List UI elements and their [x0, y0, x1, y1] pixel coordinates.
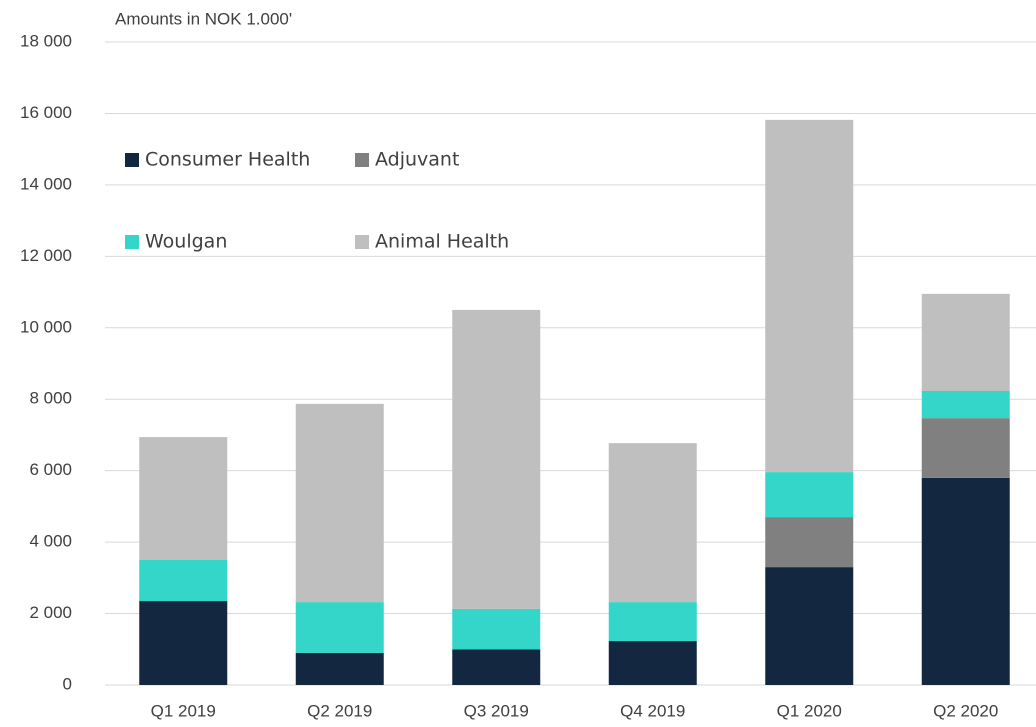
bar-segment — [608, 602, 697, 642]
x-tick-label: Q1 2019 — [151, 701, 216, 720]
x-tick-label: Q1 2020 — [777, 701, 842, 720]
bar-segment — [765, 567, 854, 685]
y-tick-label: 4 000 — [29, 532, 72, 551]
x-tick-label: Q4 2019 — [620, 701, 685, 720]
y-tick-label: 2 000 — [29, 603, 72, 622]
legend: Consumer Health Adjuvant Woulgan Animal Hea… — [125, 149, 509, 253]
bar-segment — [921, 293, 1010, 392]
legend-label: Woulgan — [145, 231, 227, 253]
legend-label: Animal Health — [375, 231, 509, 253]
bar-segment — [452, 608, 541, 650]
legend-swatch — [125, 235, 139, 249]
x-tick-label: Q3 2019 — [464, 701, 529, 720]
y-tick-label: 0 — [63, 674, 72, 693]
y-tick-label: 18 000 — [20, 31, 72, 50]
bar-segment — [921, 477, 1010, 685]
bar-segment — [452, 649, 541, 685]
legend-swatch — [355, 153, 369, 167]
x-tick-label: Q2 2019 — [307, 701, 372, 720]
x-tick-label: Q2 2020 — [933, 701, 998, 720]
bar-segment — [139, 601, 228, 685]
y-tick-label: 14 000 — [20, 174, 72, 193]
y-tick-label: 10 000 — [20, 317, 72, 336]
legend-label: Adjuvant — [375, 149, 459, 171]
legend-swatch — [125, 153, 139, 167]
bar-segment — [608, 641, 697, 685]
y-tick-label: 12 000 — [20, 246, 72, 265]
y-tick-label: 6 000 — [29, 460, 72, 479]
bar-segment — [295, 602, 384, 653]
bar-segment — [765, 119, 854, 473]
legend-swatch — [355, 235, 369, 249]
bar-segment — [765, 472, 854, 518]
bar-segment — [295, 652, 384, 685]
bar-segment — [139, 437, 228, 560]
bar-segment — [295, 403, 384, 603]
bar-segment — [608, 443, 697, 603]
bar-segment — [452, 309, 541, 609]
bar-segment — [139, 559, 228, 602]
bar-segment — [921, 418, 1010, 478]
bar-segment — [765, 517, 854, 568]
y-tick-label: 16 000 — [20, 103, 72, 122]
legend-label: Consumer Health — [145, 149, 310, 171]
y-tick-label: 8 000 — [29, 389, 72, 408]
bar-segment — [921, 391, 1010, 419]
chart-title: Amounts in NOK 1.000' — [115, 9, 292, 28]
